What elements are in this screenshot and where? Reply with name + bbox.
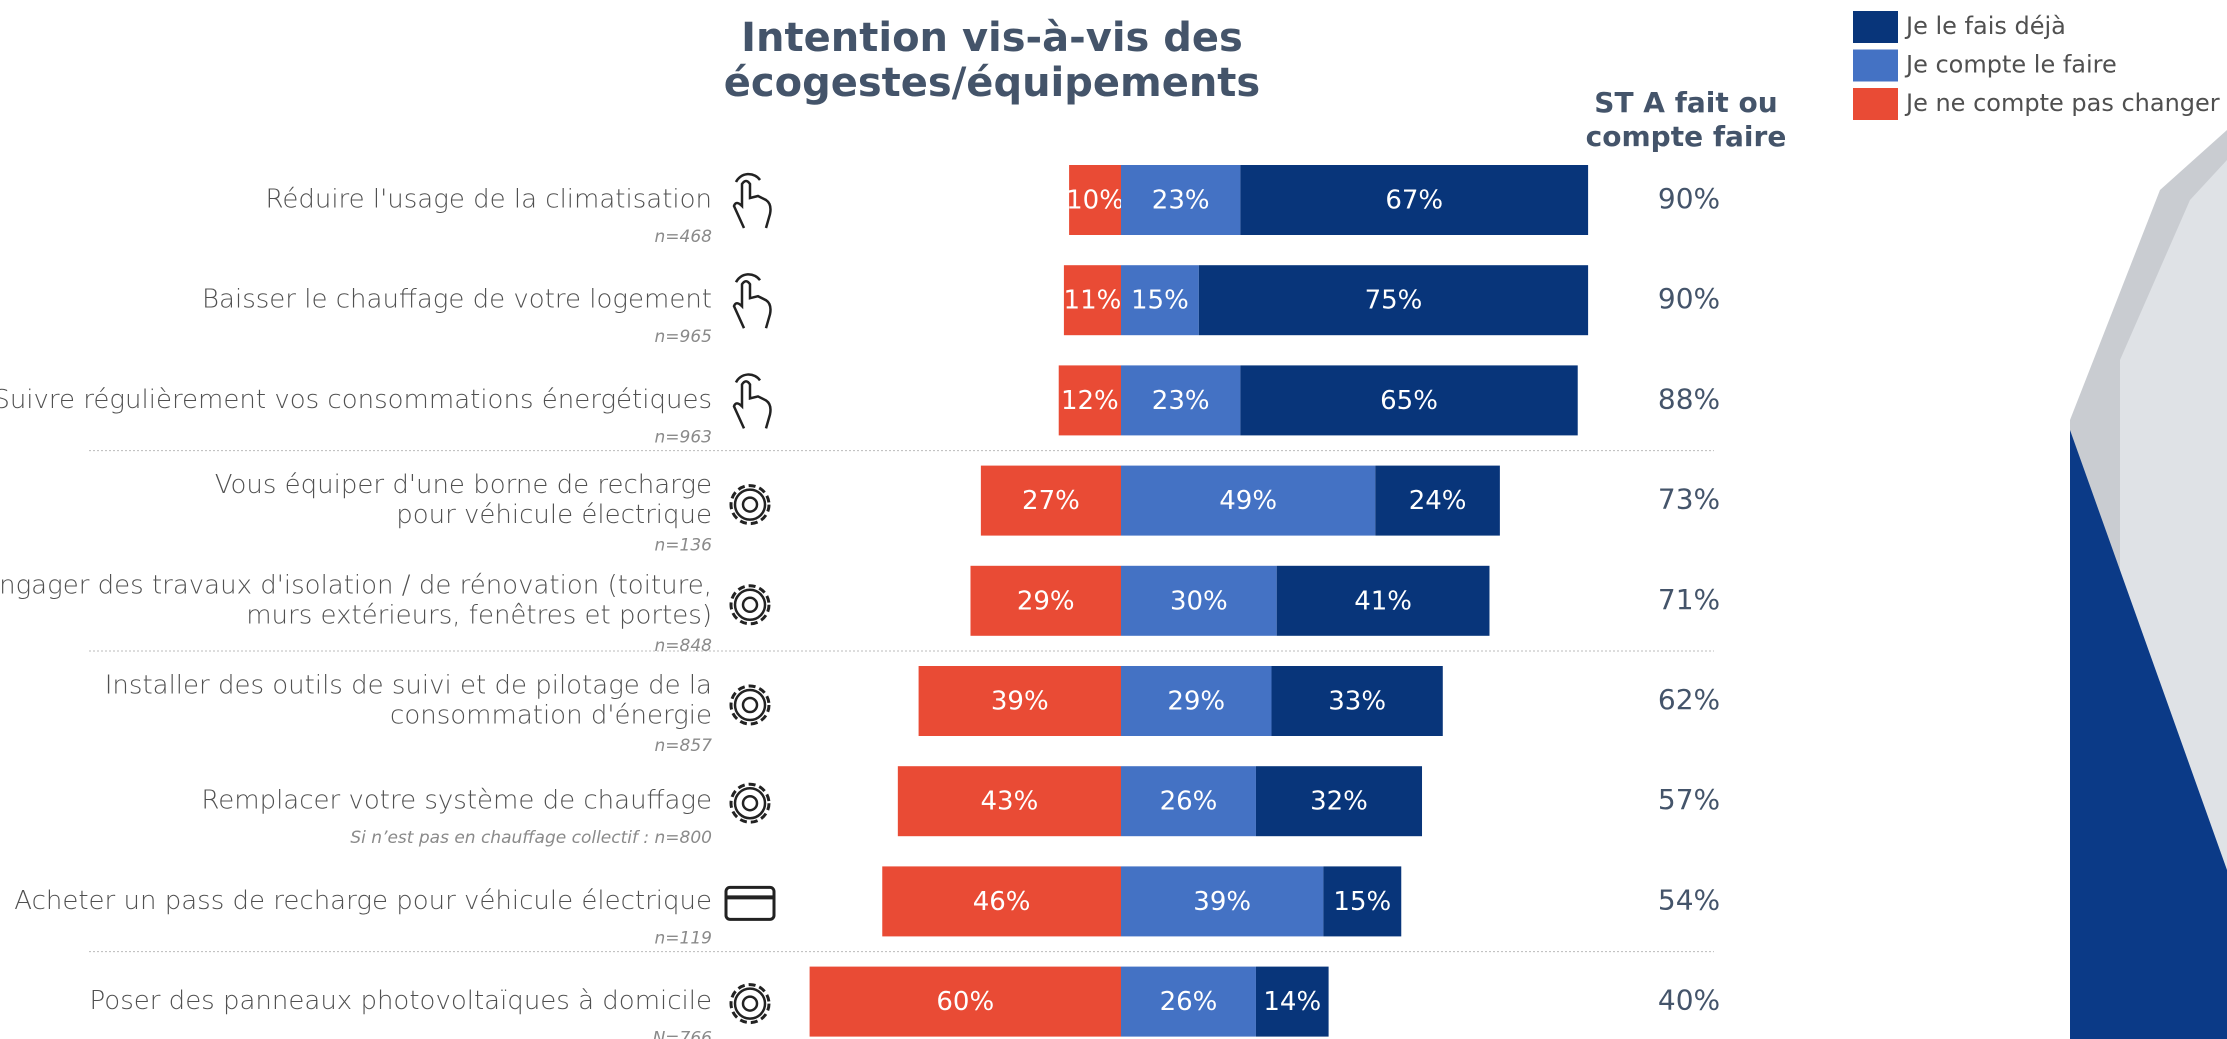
icon — [743, 598, 757, 612]
value-label: 46% — [973, 887, 1031, 917]
chart: Intention vis-à-vis des écogestes/équipe… — [0, 0, 2227, 1039]
icon — [731, 686, 769, 724]
category-label: Remplacer votre système de chauffage — [201, 786, 712, 816]
category-label: Engager des travaux d'isolation / de rén… — [0, 570, 712, 600]
category-label: Vous équiper d'une borne de recharge — [215, 470, 712, 500]
value-label: 15% — [1131, 286, 1189, 316]
icon — [731, 784, 769, 822]
value-label: 49% — [1219, 486, 1277, 516]
icon — [743, 698, 757, 712]
icon — [734, 281, 771, 328]
sample-size: n=136 — [655, 536, 713, 556]
value-label: 27% — [1022, 486, 1080, 516]
sample-size: n=963 — [655, 427, 712, 447]
column-header: ST A fait ou — [1594, 86, 1777, 119]
icon — [743, 796, 757, 810]
value-label: 24% — [1409, 486, 1467, 516]
sample-size: Si n’est pas en chauffage collectif : n=… — [350, 828, 712, 848]
icon — [734, 181, 771, 228]
value-label: 60% — [936, 987, 994, 1017]
category-label: Poser des panneaux photovoltaïques à dom… — [90, 986, 712, 1016]
value-label: 26% — [1160, 987, 1218, 1017]
icon — [726, 887, 774, 919]
total-value: 40% — [1658, 984, 1720, 1017]
icon — [735, 490, 765, 520]
legend-label: Je le fais déjà — [1904, 12, 2066, 40]
value-label: 12% — [1061, 386, 1119, 416]
icon — [731, 586, 769, 624]
category-label: Réduire l'usage de la climatisation — [265, 185, 712, 215]
value-label: 26% — [1160, 787, 1218, 817]
category-label: Suivre régulièrement vos consommations é… — [0, 385, 712, 415]
value-label: 33% — [1328, 687, 1386, 717]
value-label: 65% — [1380, 386, 1438, 416]
legend-label: Je compte le faire — [1904, 51, 2117, 79]
icon — [734, 381, 771, 428]
total-value: 54% — [1658, 883, 1720, 916]
value-label: 15% — [1333, 887, 1391, 917]
value-label: 39% — [991, 687, 1049, 717]
value-label: 29% — [1167, 687, 1225, 717]
icon — [735, 989, 765, 1019]
sample-size: n=965 — [655, 327, 712, 347]
legend-swatch — [1853, 50, 1898, 82]
value-label: 23% — [1152, 186, 1210, 216]
total-value: 62% — [1658, 683, 1720, 716]
value-label: 23% — [1152, 386, 1210, 416]
value-label: 10% — [1066, 186, 1124, 216]
icon — [743, 498, 757, 512]
total-value: 71% — [1658, 583, 1720, 616]
chart-title: écogestes/équipements — [724, 60, 1260, 106]
icon — [731, 486, 769, 524]
icon — [731, 985, 769, 1023]
sample-size: n=468 — [655, 227, 713, 247]
value-label: 29% — [1017, 586, 1075, 616]
total-value: 88% — [1658, 382, 1720, 415]
total-value: 90% — [1658, 282, 1720, 315]
category-label: murs extérieurs, fenêtres et portes) — [246, 600, 712, 630]
total-value: 90% — [1658, 182, 1720, 215]
value-label: 67% — [1385, 186, 1443, 216]
legend-swatch — [1853, 11, 1898, 43]
value-label: 30% — [1170, 586, 1228, 616]
icon — [743, 997, 757, 1011]
category-label: Installer des outils de suivi et de pilo… — [105, 671, 712, 701]
legend-swatch — [1853, 88, 1898, 120]
total-value: 57% — [1658, 783, 1720, 816]
sample-size: n=848 — [655, 636, 713, 656]
sample-size: N=766 — [653, 1029, 713, 1039]
icon — [735, 590, 765, 620]
value-label: 75% — [1365, 286, 1423, 316]
column-header: compte faire — [1586, 120, 1787, 153]
sample-size: n=119 — [655, 928, 712, 948]
value-label: 43% — [981, 787, 1039, 817]
value-label: 32% — [1310, 787, 1368, 817]
icon — [735, 690, 765, 720]
category-label: pour véhicule électrique — [396, 500, 712, 530]
value-label: 11% — [1064, 286, 1122, 316]
category-label: Baisser le chauffage de votre logement — [202, 285, 712, 315]
category-label: consommation d'énergie — [390, 701, 712, 731]
sample-size: n=857 — [655, 736, 713, 756]
value-label: 41% — [1354, 586, 1412, 616]
icon — [735, 788, 765, 818]
total-value: 73% — [1658, 483, 1720, 516]
value-label: 14% — [1263, 987, 1321, 1017]
value-label: 39% — [1193, 887, 1251, 917]
category-label: Acheter un pass de recharge pour véhicul… — [14, 886, 712, 916]
chart-title: Intention vis-à-vis des — [741, 15, 1243, 61]
legend-label: Je ne compte pas changer — [1904, 89, 2220, 117]
